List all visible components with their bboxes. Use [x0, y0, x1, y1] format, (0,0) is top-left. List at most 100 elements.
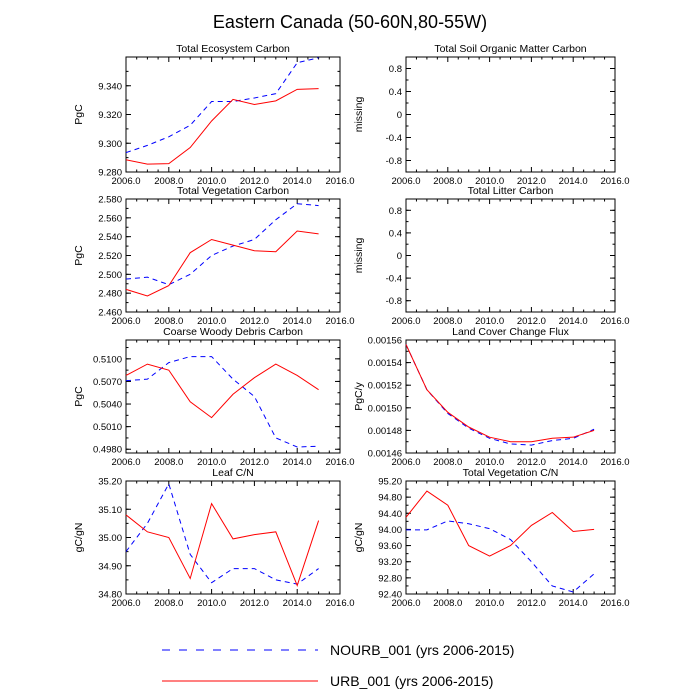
x-tick-label: 2010.0	[475, 457, 504, 468]
y-tick-label: -0.8	[386, 296, 402, 307]
y-axis-label: PgC	[73, 245, 85, 266]
series-line-urb-001	[125, 502, 320, 587]
y-tick-label: 0.8	[389, 64, 402, 75]
x-tick-label: 2016.0	[325, 316, 354, 327]
series-line-urb-001	[125, 230, 319, 297]
x-tick-label: 2008.0	[433, 598, 462, 609]
series-line-nourb-001	[125, 356, 319, 448]
x-tick-label: 2014.0	[559, 598, 588, 609]
panel-title: Total Litter Carbon	[468, 185, 554, 197]
y-tick-label: 2.520	[98, 251, 122, 262]
x-tick-label: 2014.0	[283, 457, 312, 468]
y-tick-label: 93.60	[378, 541, 402, 552]
legend: NOURB_001 (yrs 2006-2015) URB_001 (yrs 20…	[162, 642, 514, 689]
y-tick-label: 9.280	[98, 168, 122, 179]
x-tick-label: 2012.0	[517, 598, 546, 609]
panel-title: Total Soil Organic Matter Carbon	[434, 43, 586, 55]
x-tick-label: 2006.0	[391, 316, 420, 327]
plot-frame	[405, 56, 616, 173]
x-tick-label: 2012.0	[517, 176, 546, 187]
x-tick-label: 2012.0	[517, 457, 546, 468]
y-axis-label: missing	[353, 97, 365, 133]
legend-label-1: URB_001 (yrs 2006-2015)	[330, 673, 493, 689]
x-tick-label: 2014.0	[283, 176, 312, 187]
x-tick-label: 2006.0	[111, 176, 140, 187]
y-tick-label: 35.10	[98, 505, 122, 516]
x-tick-label: 2010.0	[475, 598, 504, 609]
x-tick-label: 2016.0	[600, 598, 629, 609]
y-tick-label: 0	[397, 110, 402, 121]
x-tick-label: 2016.0	[600, 316, 629, 327]
y-tick-label: 93.20	[378, 557, 402, 568]
panel-3: Total Litter Carbon missing 2006.0 2008.0 20…	[353, 185, 630, 327]
x-tick-label: 2008.0	[154, 598, 183, 609]
y-tick-label: 0.8	[389, 206, 402, 217]
x-tick-label: 2016.0	[600, 176, 629, 187]
y-tick-label: 35.00	[98, 533, 122, 544]
x-tick-label: 2012.0	[240, 598, 269, 609]
x-tick-label: 2010.0	[197, 176, 226, 187]
panel-title: Total Vegetation C/N	[463, 467, 559, 479]
y-tick-label: 0.5040	[93, 400, 122, 411]
panel-title: Total Vegetation Carbon	[177, 185, 289, 197]
y-axis-label: PgC	[73, 104, 85, 125]
x-tick-label: 2014.0	[559, 176, 588, 187]
x-tick-label: 2016.0	[325, 176, 354, 187]
y-tick-label: 94.00	[378, 525, 402, 536]
y-tick-label: 94.80	[378, 493, 402, 504]
x-tick-label: 2012.0	[240, 316, 269, 327]
series-line-urb-001	[405, 344, 595, 443]
y-tick-label: 34.80	[98, 590, 122, 601]
y-axis-label: gC/gN	[353, 523, 365, 553]
x-tick-label: 2014.0	[559, 316, 588, 327]
panel-2: Total Vegetation Carbon PgC 2006.0 2008.0 20…	[73, 185, 355, 327]
x-tick-label: 2008.0	[433, 457, 462, 468]
y-tick-label: 0.00156	[368, 336, 402, 347]
panels: Total Ecosystem Carbon PgC 2006.0 2008.0 201…	[73, 43, 630, 609]
series-line-urb-001	[405, 490, 595, 557]
y-tick-label: -0.4	[386, 133, 402, 144]
y-tick-label: 0.5070	[93, 377, 122, 388]
series-line-nourb-001	[125, 482, 319, 585]
legend-label-0: NOURB_001 (yrs 2006-2015)	[330, 642, 514, 658]
y-tick-label: 9.300	[98, 139, 122, 150]
y-tick-label: 0.00146	[368, 449, 402, 460]
y-axis-label: gC/gN	[73, 523, 85, 553]
plot-frame	[405, 339, 616, 454]
series-line-nourb-001	[125, 203, 319, 286]
y-tick-label: 0.5010	[93, 422, 122, 433]
y-tick-label: 94.40	[378, 509, 402, 520]
x-tick-label: 2010.0	[475, 176, 504, 187]
series-line-nourb-001	[125, 57, 319, 154]
x-tick-label: 2006.0	[391, 457, 420, 468]
panel-5: Land Cover Change Flux PgC/y 2006.0 2008.0 2…	[353, 326, 630, 468]
panel-title: Leaf C/N	[212, 467, 253, 479]
panel-1: Total Soil Organic Matter Carbon missing 2…	[353, 43, 630, 187]
y-tick-label: 9.320	[98, 110, 122, 121]
panel-0: Total Ecosystem Carbon PgC 2006.0 2008.0 201…	[73, 43, 355, 187]
x-tick-label: 2008.0	[433, 176, 462, 187]
x-tick-label: 2008.0	[154, 176, 183, 187]
x-tick-label: 2006.0	[111, 316, 140, 327]
plot-frame	[125, 480, 341, 595]
x-tick-label: 2006.0	[391, 598, 420, 609]
main-title: Eastern Canada (50-60N,80-55W)	[213, 12, 487, 32]
y-tick-label: 34.90	[98, 561, 122, 572]
y-tick-label: 2.460	[98, 308, 122, 319]
y-tick-label: 9.340	[98, 81, 122, 92]
y-tick-label: 0.4980	[93, 445, 122, 456]
plot-frame	[125, 339, 341, 454]
y-tick-label: 0.00150	[368, 403, 402, 414]
y-axis-label: PgC	[73, 386, 85, 407]
y-tick-label: 2.560	[98, 213, 122, 224]
panel-title: Coarse Woody Debris Carbon	[163, 326, 303, 338]
plot-frame	[405, 198, 616, 313]
x-tick-label: 2008.0	[154, 316, 183, 327]
y-tick-label: 0.4	[389, 87, 402, 98]
x-tick-label: 2016.0	[600, 457, 629, 468]
y-tick-label: 2.500	[98, 270, 122, 281]
y-tick-label: 35.20	[98, 477, 122, 488]
x-tick-label: 2012.0	[517, 316, 546, 327]
x-tick-label: 2014.0	[283, 316, 312, 327]
series-line-urb-001	[125, 363, 319, 419]
